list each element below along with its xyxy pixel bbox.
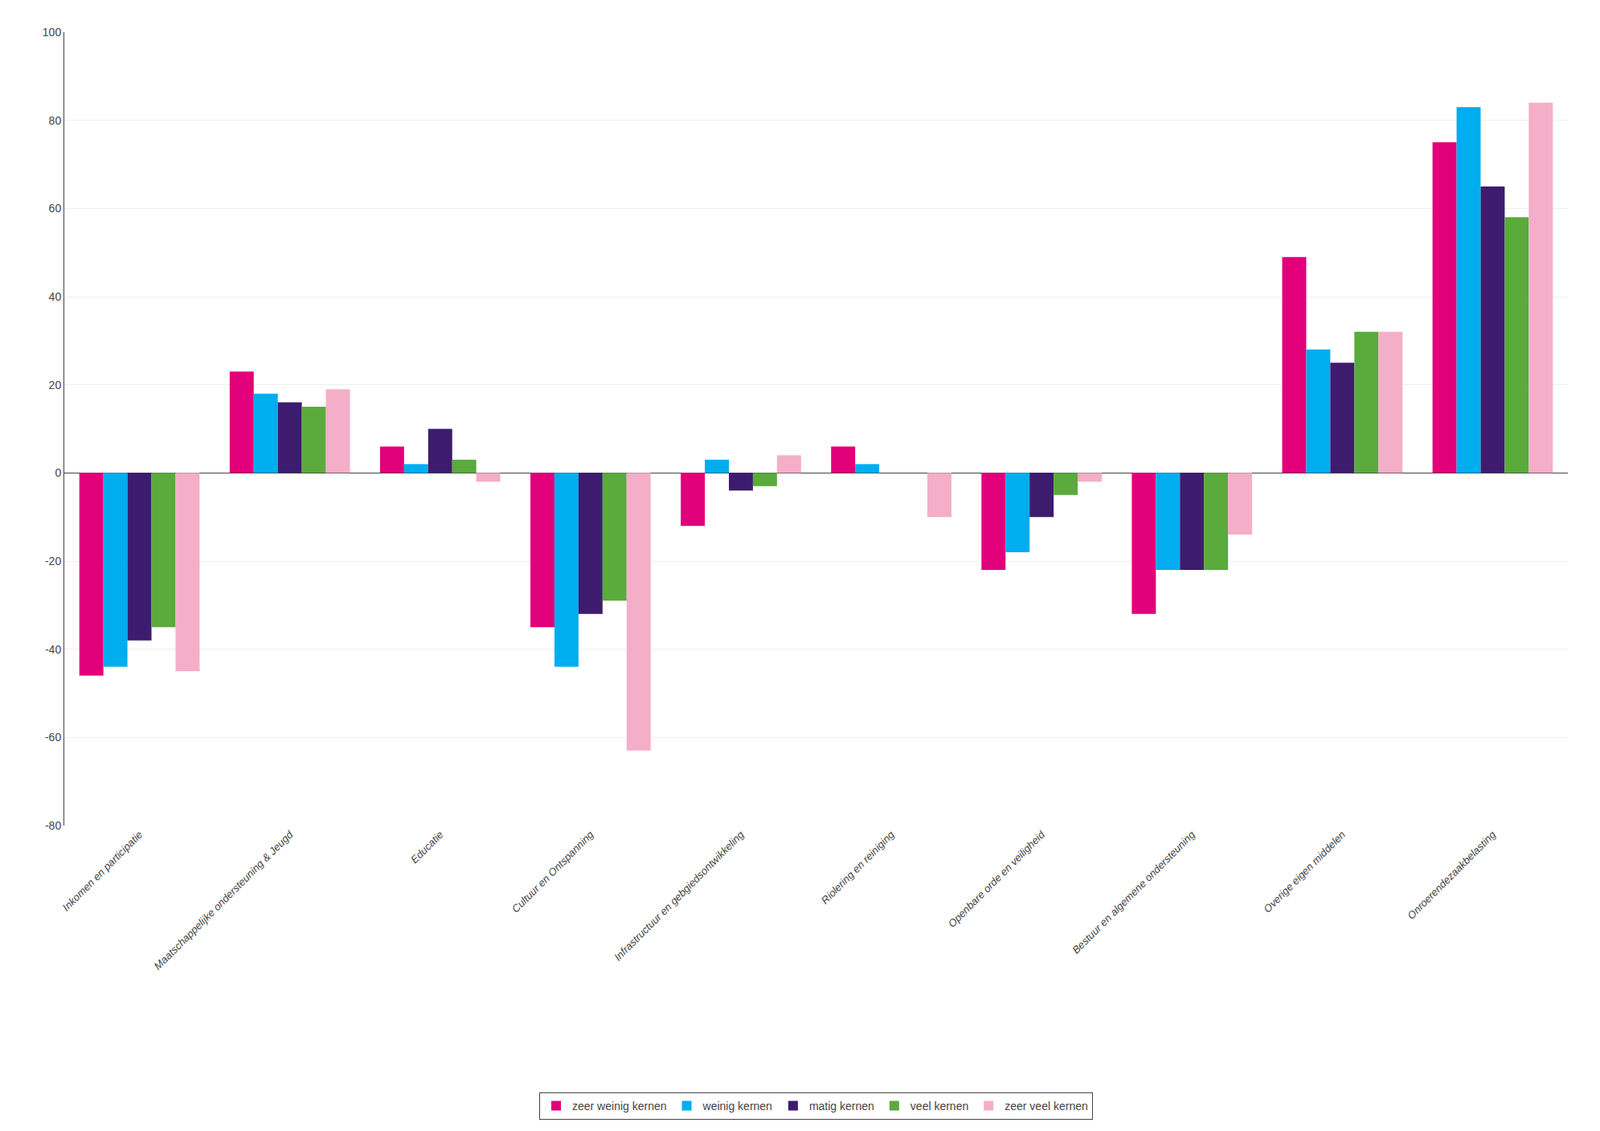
- svg-text:Overige eigen middelen: Overige eigen middelen: [1260, 828, 1348, 916]
- svg-text:Infrastructuur en gebgiedsontw: Infrastructuur en gebgiedsontwikkeling: [611, 827, 747, 963]
- svg-text:Bestuur en algemene ondersteun: Bestuur en algemene ondersteuning: [1069, 827, 1198, 956]
- svg-text:Cultuur en Ontspanning: Cultuur en Ontspanning: [509, 827, 597, 915]
- svg-text:zeer weinig kernen: zeer weinig kernen: [572, 1099, 668, 1113]
- svg-text:zeer veel kernen: zeer veel kernen: [1004, 1099, 1089, 1113]
- svg-text:100: 100: [42, 25, 62, 39]
- svg-text:80: 80: [49, 114, 62, 127]
- svg-text:-80: -80: [45, 818, 62, 832]
- svg-text:veel kernen: veel kernen: [910, 1099, 969, 1113]
- svg-text:20: 20: [49, 378, 62, 392]
- svg-text:Onroerendezaakbelasting: Onroerendezaakbelasting: [1404, 827, 1498, 921]
- svg-text:-40: -40: [45, 642, 62, 656]
- svg-text:weinig kernen: weinig kernen: [702, 1099, 773, 1113]
- svg-text:Inkomen en participatie: Inkomen en participatie: [60, 828, 146, 914]
- svg-text:40: 40: [49, 290, 62, 303]
- svg-text:0: 0: [54, 466, 62, 479]
- svg-text:Maatschappelijke ondersteuning: Maatschappelijke ondersteuning & Jeugd: [151, 827, 296, 972]
- svg-text:Openbare orde en veiligheid: Openbare orde en veiligheid: [945, 827, 1048, 930]
- svg-text:Educatie: Educatie: [408, 828, 446, 866]
- svg-text:-60: -60: [45, 730, 62, 744]
- svg-text:-20: -20: [45, 554, 62, 568]
- svg-text:matig kernen: matig kernen: [809, 1099, 875, 1113]
- svg-text:60: 60: [49, 201, 62, 215]
- svg-text:Riolering en reiniging: Riolering en reiniging: [818, 827, 898, 907]
